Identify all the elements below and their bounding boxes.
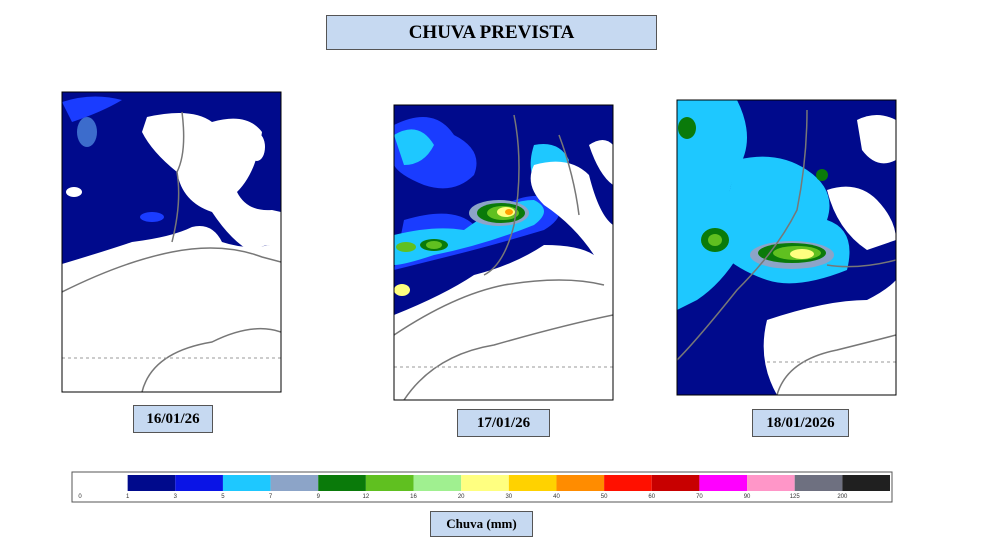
legend-tick-label: 200 bbox=[837, 494, 848, 500]
legend-swatch bbox=[222, 475, 271, 491]
legend-tick-label: 7 bbox=[269, 494, 273, 500]
legend-swatch bbox=[604, 475, 652, 491]
map-date: 16/01/26 bbox=[133, 405, 213, 433]
legend-tick-label: 3 bbox=[174, 494, 178, 500]
legend-swatch bbox=[413, 475, 462, 491]
legend-tick-label: 70 bbox=[696, 494, 703, 500]
legend-tick-label: 90 bbox=[744, 494, 751, 500]
legend-swatch bbox=[699, 475, 748, 491]
legend-tick-label: 40 bbox=[553, 494, 560, 500]
legend-swatch bbox=[747, 475, 795, 491]
legend-tick-label: 50 bbox=[601, 494, 608, 500]
legend-swatch bbox=[270, 475, 319, 491]
legend: 0 1 3 5 7 9 12 16 20 30 40 50 60 70 90 125 200 bbox=[71, 471, 893, 503]
legend-tick-label: 60 bbox=[648, 494, 655, 500]
legend-swatch bbox=[365, 475, 414, 491]
legend-swatch bbox=[794, 475, 843, 491]
legend-tick-label: 30 bbox=[505, 494, 512, 500]
title: CHUVA PREVISTA bbox=[326, 15, 657, 50]
map bbox=[676, 99, 897, 396]
legend-tick-label: 9 bbox=[317, 494, 321, 500]
legend-swatch bbox=[318, 475, 366, 491]
legend-tick-label: 16 bbox=[410, 494, 417, 500]
legend-title: Chuva (mm) bbox=[430, 511, 533, 537]
map-date: 17/01/26 bbox=[457, 409, 550, 437]
legend-swatch bbox=[508, 475, 557, 491]
map bbox=[393, 104, 614, 401]
map bbox=[61, 91, 282, 393]
legend-swatch bbox=[175, 475, 223, 491]
legend-tick-label: 5 bbox=[221, 494, 225, 500]
legend-tick-label: 125 bbox=[790, 494, 801, 500]
legend-swatch bbox=[556, 475, 605, 491]
map-date: 18/01/2026 bbox=[752, 409, 849, 437]
legend-tick-label: 0 bbox=[78, 494, 82, 500]
legend-tick-label: 12 bbox=[363, 494, 370, 500]
legend-swatch bbox=[842, 475, 890, 491]
legend-tick-label: 20 bbox=[458, 494, 465, 500]
legend-swatch bbox=[127, 475, 176, 491]
legend-swatch bbox=[651, 475, 700, 491]
legend-swatch bbox=[80, 475, 128, 491]
legend-tick-label: 1 bbox=[126, 494, 130, 500]
legend-swatch bbox=[461, 475, 509, 491]
